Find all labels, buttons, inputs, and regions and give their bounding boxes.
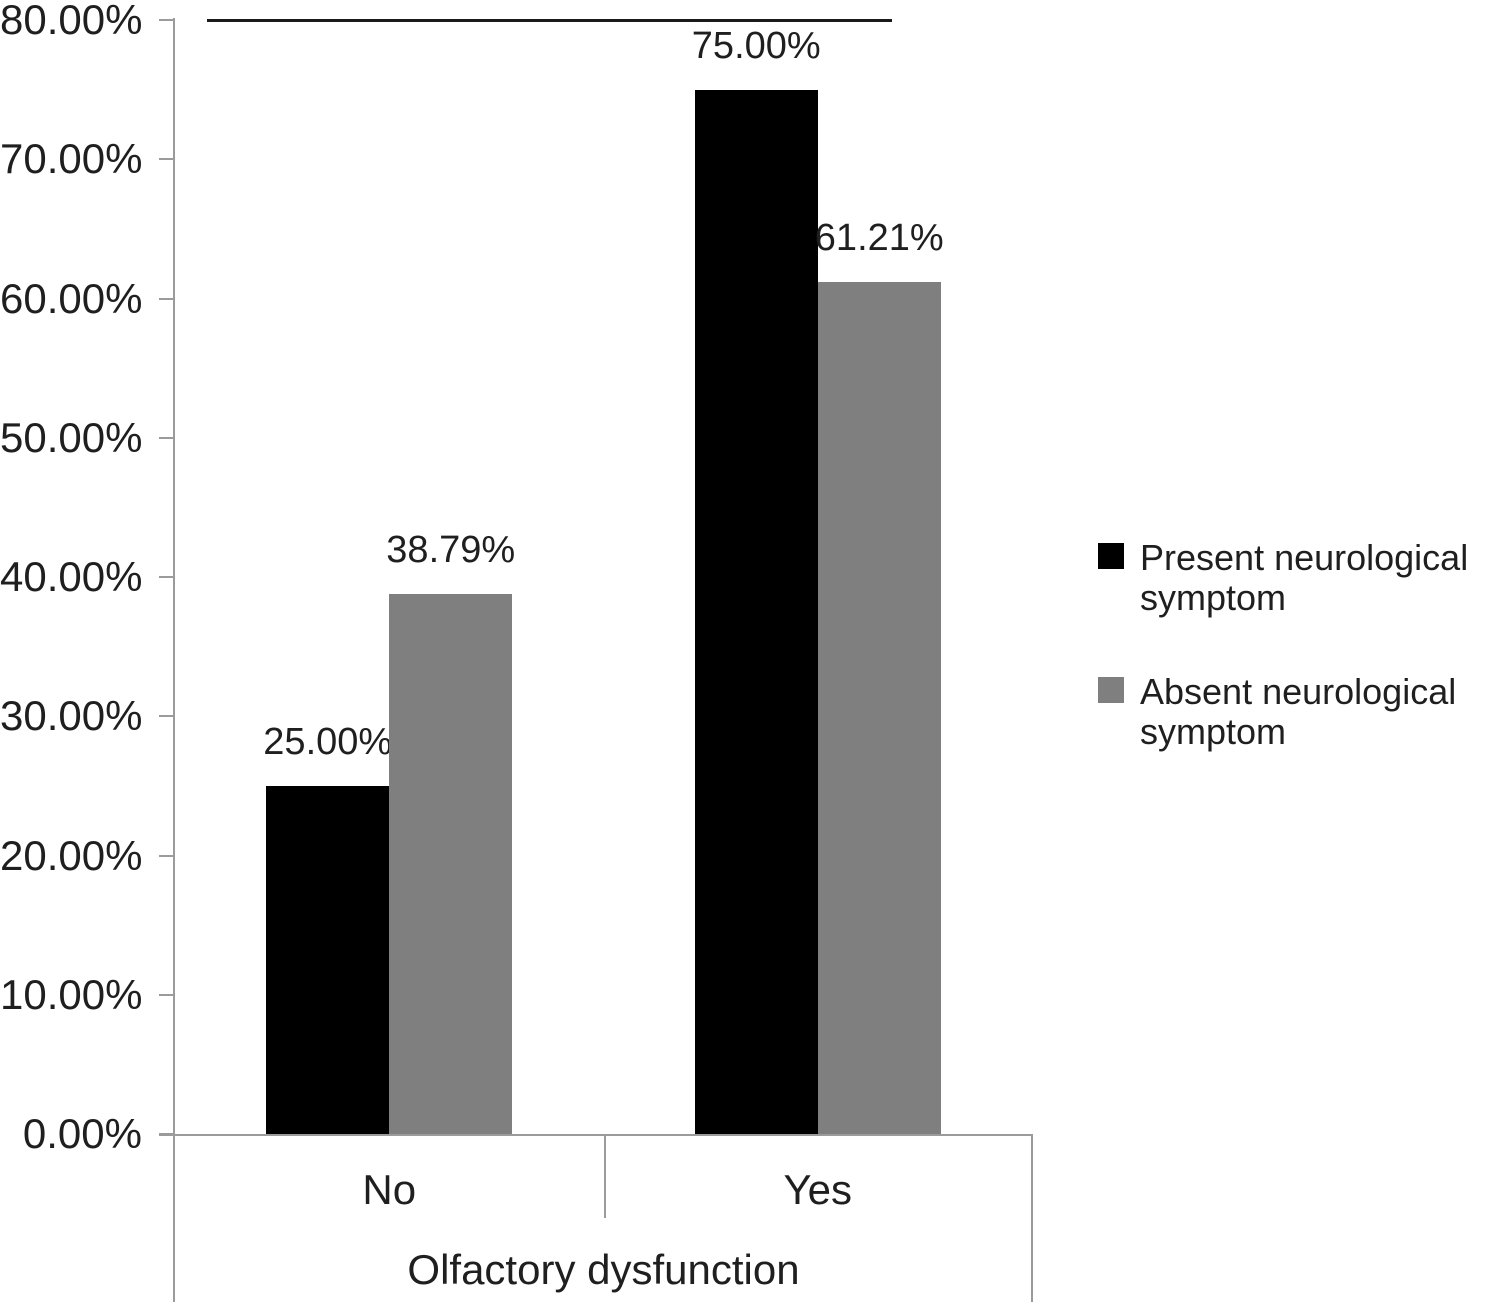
data-label-no-present: 25.00% — [263, 720, 393, 763]
top-rule-line — [207, 19, 892, 22]
legend-label-present: Present neurological symptom — [1140, 537, 1469, 619]
data-label-no-absent: 38.79% — [386, 528, 516, 571]
category-label-yes: Yes — [783, 1166, 853, 1213]
y-axis-tick-label: 50.00% — [0, 413, 143, 461]
y-axis-tick — [159, 993, 174, 996]
y-axis-tick — [159, 854, 174, 857]
bar-no-present — [266, 785, 390, 1134]
y-axis-tick-label: 40.00% — [0, 553, 143, 600]
y-axis-tick-label: 20.00% — [0, 831, 143, 879]
plot-area: 25.00% 38.79% 75.00% 61.21% — [175, 20, 1032, 1134]
y-axis-tick-label: 30.00% — [0, 692, 143, 740]
y-axis-tick-label: 60.00% — [0, 274, 143, 322]
data-label-yes-present: 75.00% — [691, 24, 821, 67]
legend-label-absent: Absent neurological symptom — [1140, 670, 1457, 752]
category-label-no: No — [362, 1166, 417, 1213]
y-axis-tick — [159, 297, 174, 300]
data-label-yes-absent: 61.21% — [814, 216, 944, 259]
legend: Present neurological symptom Absent neur… — [1098, 537, 1488, 805]
y-axis-tick-label: 80.00% — [0, 0, 143, 43]
y-axis-tick — [159, 158, 174, 161]
axis-right-border-line — [1031, 1136, 1033, 1302]
y-axis-tick — [159, 1133, 174, 1135]
bar-no-absent — [389, 593, 513, 1134]
y-axis-tick-label: 10.00% — [0, 970, 143, 1018]
bar-yes-absent — [817, 281, 941, 1134]
bar-yes-present — [694, 89, 818, 1134]
y-axis-tick-label: 0.00% — [22, 1110, 142, 1157]
legend-swatch-present-icon — [1098, 543, 1124, 569]
legend-swatch-absent-icon — [1098, 676, 1124, 703]
legend-item-present: Present neurological symptom — [1098, 537, 1488, 619]
y-axis-tick — [159, 715, 174, 718]
y-axis-tick — [159, 436, 174, 439]
y-axis-line — [173, 18, 175, 1302]
y-axis-tick — [159, 576, 174, 578]
x-axis-line — [159, 1134, 1033, 1136]
legend-item-absent: Absent neurological symptom — [1098, 670, 1488, 753]
y-axis-tick — [159, 19, 174, 21]
x-axis-title: Olfactory dysfunction — [407, 1246, 800, 1293]
category-divider-line — [604, 1136, 606, 1218]
y-axis-tick-label: 70.00% — [0, 135, 143, 183]
